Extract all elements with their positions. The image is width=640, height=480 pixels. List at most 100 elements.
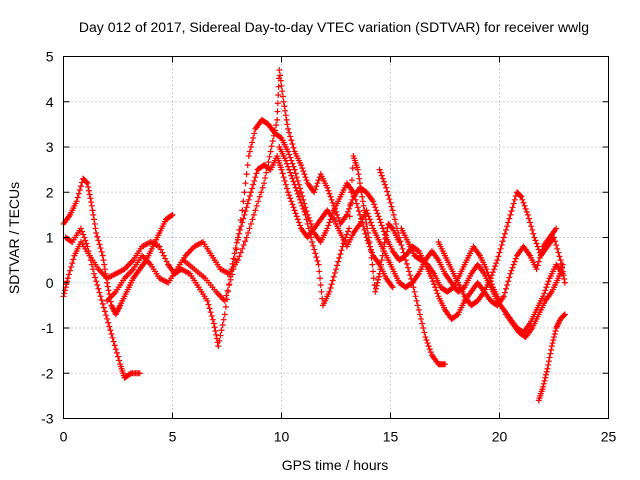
- data-point: [557, 257, 564, 264]
- data-point: [310, 242, 317, 249]
- y-tick-label: -3: [41, 411, 54, 427]
- data-point: [298, 162, 305, 169]
- data-point: [501, 230, 508, 237]
- data-point: [282, 157, 289, 164]
- data-point: [286, 166, 293, 173]
- data-point: [348, 177, 355, 184]
- data-point: [295, 219, 302, 226]
- data-point: [505, 278, 512, 285]
- data-point: [506, 215, 513, 222]
- data-point: [249, 139, 256, 146]
- data-point: [331, 269, 338, 276]
- data-point: [104, 315, 111, 322]
- data-point: [352, 196, 359, 203]
- data-point: [64, 275, 71, 282]
- data-point: [442, 361, 448, 368]
- data-point: [504, 223, 511, 230]
- data-point: [378, 257, 385, 264]
- data-point: [365, 234, 372, 241]
- data-point: [367, 219, 374, 226]
- data-point: [375, 273, 382, 280]
- data-point: [540, 380, 547, 387]
- y-tick-label: 2: [46, 184, 54, 200]
- data-point: [109, 334, 116, 341]
- data-point: [494, 257, 501, 264]
- data-point: [497, 245, 504, 252]
- data-point: [67, 267, 74, 274]
- data-point: [540, 293, 547, 300]
- data-point: [210, 320, 217, 327]
- data-point: [504, 282, 511, 289]
- data-point: [74, 194, 81, 201]
- data-point: [337, 251, 344, 258]
- data-point: [383, 232, 390, 239]
- data-series-track-j: [535, 311, 568, 404]
- data-point: [543, 368, 550, 375]
- data-point: [533, 240, 540, 247]
- data-point: [556, 253, 563, 260]
- data-point: [434, 290, 441, 297]
- data-point: [206, 305, 213, 312]
- data-point: [410, 284, 417, 291]
- data-point: [409, 279, 416, 286]
- data-point: [334, 262, 341, 269]
- data-point: [324, 184, 331, 191]
- x-tick-label: 25: [601, 429, 617, 445]
- data-point: [449, 285, 456, 292]
- y-tick-label: -1: [41, 320, 54, 336]
- data-point: [263, 169, 270, 176]
- data-point: [285, 148, 292, 155]
- data-point: [356, 180, 363, 187]
- data-point: [407, 272, 414, 279]
- data-point: [88, 202, 95, 209]
- data-point: [221, 297, 228, 304]
- data-point: [305, 225, 312, 232]
- data-point: [82, 237, 89, 244]
- data-point: [551, 331, 558, 338]
- data-point: [404, 264, 411, 271]
- data-point: [284, 121, 291, 128]
- data-point: [358, 189, 365, 196]
- data-point: [280, 174, 287, 181]
- data-point: [326, 219, 333, 226]
- data-point: [208, 312, 215, 319]
- data-point: [300, 205, 307, 212]
- data-point: [364, 225, 371, 232]
- data-point: [489, 269, 496, 276]
- data-point: [382, 236, 389, 243]
- data-point: [233, 239, 240, 246]
- data-point: [299, 165, 306, 172]
- data-point: [391, 216, 398, 223]
- data-point: [290, 144, 297, 151]
- data-point: [361, 207, 368, 214]
- data-point: [247, 144, 254, 150]
- data-point: [104, 283, 111, 290]
- data-point: [211, 324, 218, 331]
- data-point: [549, 340, 556, 347]
- data-point: [541, 290, 548, 297]
- data-point: [229, 271, 236, 278]
- data-point: [380, 178, 387, 185]
- data-point: [246, 148, 253, 155]
- data-point: [561, 311, 568, 318]
- y-tick-label: 1: [46, 230, 54, 246]
- data-point: [334, 211, 341, 218]
- data-point: [246, 193, 253, 200]
- grid-layer: [63, 56, 609, 419]
- data-point: [506, 274, 513, 281]
- data-point: [156, 243, 163, 250]
- data-point: [426, 346, 433, 353]
- data-point: [507, 270, 514, 277]
- data-point: [355, 208, 362, 215]
- data-point: [396, 234, 403, 241]
- y-tick-label: 0: [46, 275, 54, 291]
- data-point: [77, 183, 84, 190]
- data-point: [339, 243, 346, 250]
- data-point: [313, 254, 320, 261]
- data-point: [302, 211, 309, 218]
- data-point: [269, 137, 276, 144]
- data-point: [95, 285, 102, 292]
- data-point: [519, 196, 526, 203]
- data-point: [415, 306, 422, 313]
